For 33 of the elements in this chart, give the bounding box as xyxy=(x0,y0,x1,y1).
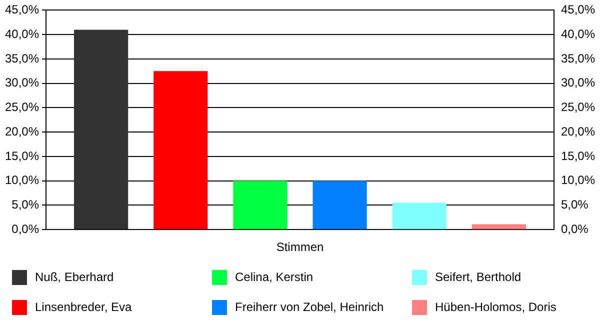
legend-label: Nuß, Eberhard xyxy=(35,270,114,284)
bar xyxy=(312,180,367,230)
legend-label: Freiherr von Zobel, Heinrich xyxy=(235,300,384,314)
y-tick-label: 35,0% xyxy=(4,51,40,66)
text: 5,0% xyxy=(560,198,588,212)
legend-label: Celina, Kerstin xyxy=(235,270,314,284)
text: 45,0% xyxy=(560,2,596,17)
text: 20,0% xyxy=(560,124,596,138)
legend-label: Seifert, Berthold xyxy=(435,270,522,284)
bar xyxy=(392,202,446,230)
text: 30,0% xyxy=(560,76,596,90)
y-tick-label: 10,0% xyxy=(4,173,40,188)
x-tick-label: Stimmen xyxy=(276,240,324,254)
y-tick-label: 45,0% xyxy=(4,2,40,17)
bar xyxy=(74,30,128,230)
text: 40,0% xyxy=(560,26,596,41)
y-tick-label: 15,0% xyxy=(4,148,40,163)
text: 10,0% xyxy=(560,173,596,188)
y-tick-label: 30,0% xyxy=(4,76,40,90)
y-tick-label: 20,0% xyxy=(4,124,40,138)
bar xyxy=(472,224,526,230)
legend-label: Linsenbreder, Eva xyxy=(35,300,132,314)
text: 15,0% xyxy=(560,148,596,163)
text: 25,0% xyxy=(560,100,596,114)
y-tick-label: 5,0% xyxy=(12,198,40,212)
y-tick-label: 0,0% xyxy=(12,222,40,236)
bar xyxy=(233,180,288,230)
text: 0,0% xyxy=(560,222,588,236)
legend-label: Hüben-Holomos, Doris xyxy=(435,300,556,314)
text: 35,0% xyxy=(560,51,596,66)
y-tick-label: 40,0% xyxy=(4,26,40,41)
bar xyxy=(154,71,208,230)
y-tick-label: 25,0% xyxy=(4,100,40,114)
